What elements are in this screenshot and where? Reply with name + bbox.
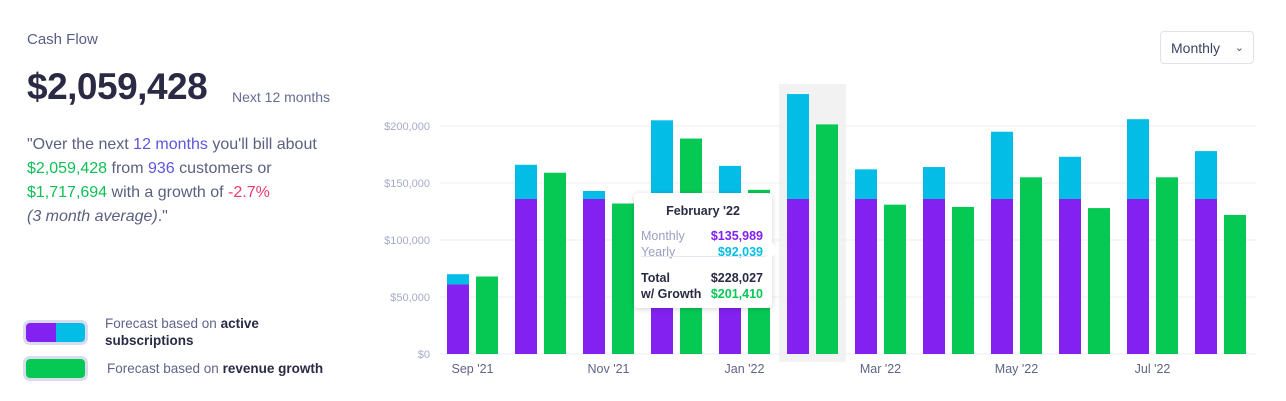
bar-growth[interactable] — [1088, 208, 1110, 354]
legend-growth: Forecast based on revenue growth — [23, 356, 323, 381]
quote-average: (3 month average) — [27, 208, 158, 225]
bar-yearly[interactable] — [1195, 151, 1217, 199]
bar-monthly[interactable] — [515, 198, 537, 354]
quote-text: from — [107, 160, 148, 177]
bar-monthly[interactable] — [855, 198, 877, 354]
bar-monthly[interactable] — [923, 198, 945, 354]
forecast-summary: "Over the next 12 months you'll bill abo… — [27, 133, 347, 229]
bar-monthly[interactable] — [1195, 198, 1217, 354]
y-tick-label: $0 — [418, 349, 430, 361]
quote-growth-amount: $1,717,694 — [27, 184, 108, 201]
x-tick-label: Mar '22 — [860, 362, 901, 376]
period-select-value: Monthly — [1171, 39, 1221, 56]
quote-text: customers or — [174, 160, 272, 177]
bar-growth[interactable] — [952, 206, 974, 354]
tooltip-yearly-label: Yearly — [641, 245, 676, 259]
bar-yearly[interactable] — [991, 131, 1013, 199]
quote-growth-rate: -2.7% — [228, 184, 270, 201]
bar-growth[interactable] — [1224, 214, 1246, 354]
chart-title: Cash Flow — [27, 31, 98, 48]
bar-yearly[interactable] — [719, 165, 741, 199]
bar-yearly[interactable] — [651, 120, 673, 199]
bar-yearly[interactable] — [787, 94, 809, 199]
bar-yearly[interactable] — [855, 169, 877, 199]
legend-active: Forecast based on active subscriptions — [23, 315, 315, 349]
legend-swatch-growth — [23, 356, 88, 381]
x-tick-label: Jan '22 — [725, 362, 765, 376]
x-tick-label: Jul '22 — [1135, 362, 1171, 376]
total-amount: $2,059,428 — [27, 66, 208, 107]
quote-months: 12 months — [133, 136, 208, 153]
chevron-down-icon: ⌄ — [1234, 42, 1244, 54]
legend-swatch-active — [23, 319, 88, 345]
bar-monthly[interactable] — [583, 198, 605, 354]
quote-text: ." — [157, 208, 168, 225]
tooltip-monthly-label: Monthly — [641, 229, 685, 243]
x-tick-label: Sep '21 — [451, 362, 493, 376]
tooltip-yearly-value: $92,039 — [717, 245, 763, 259]
quote-text: with a growth of — [107, 184, 229, 201]
tooltip-month: February '22 — [666, 204, 740, 218]
tooltip-growth-label: w/ Growth — [641, 287, 702, 301]
legend-label-active: Forecast based on active subscriptions — [105, 316, 259, 348]
bar-monthly[interactable] — [447, 284, 469, 354]
y-tick-label: $100,000 — [384, 235, 430, 247]
bar-growth[interactable] — [544, 172, 566, 354]
bar-growth[interactable] — [612, 203, 634, 354]
bar-monthly[interactable] — [991, 198, 1013, 354]
tooltip-growth-value: $201,410 — [710, 287, 763, 301]
x-tick-label: Nov '21 — [588, 362, 630, 376]
x-tick-label: May '22 — [995, 362, 1038, 376]
tooltip-total-label: Total — [641, 271, 670, 285]
bar-growth[interactable] — [1156, 177, 1178, 354]
bar-yearly[interactable] — [447, 274, 469, 285]
chart-tooltip: February '22 Monthly $135,989 Yearly $92… — [634, 193, 779, 308]
tooltip-total-value: $228,027 — [710, 271, 763, 285]
quote-amount: $2,059,428 — [27, 160, 108, 177]
period-select[interactable]: Monthly ⌄ — [1160, 31, 1254, 64]
bar-growth[interactable] — [1020, 177, 1042, 354]
bar-monthly[interactable] — [787, 198, 809, 354]
bar-yearly[interactable] — [923, 167, 945, 199]
legend-label-growth: Forecast based on revenue growth — [107, 361, 324, 376]
y-tick-label: $150,000 — [384, 178, 430, 190]
tooltip-monthly-value: $135,989 — [710, 229, 763, 243]
bar-monthly[interactable] — [1059, 198, 1081, 354]
y-tick-label: $50,000 — [390, 292, 430, 304]
y-tick-label: $200,000 — [384, 121, 430, 133]
quote-customers: 936 — [147, 160, 175, 177]
bar-growth[interactable] — [476, 276, 498, 354]
bar-growth[interactable] — [816, 124, 838, 354]
bar-yearly[interactable] — [583, 190, 605, 199]
bar-monthly[interactable] — [1127, 198, 1149, 354]
quote-text: you'll bill about — [207, 136, 317, 153]
quote-text: "Over the next — [27, 136, 134, 153]
bar-yearly[interactable] — [1127, 119, 1149, 199]
bar-yearly[interactable] — [1059, 156, 1081, 199]
period-label: Next 12 months — [232, 89, 331, 105]
bar-yearly[interactable] — [515, 164, 537, 199]
bar-growth[interactable] — [884, 204, 906, 354]
